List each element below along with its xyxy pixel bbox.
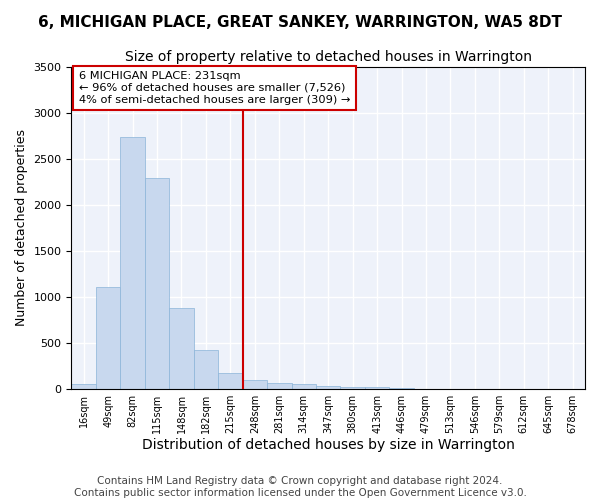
- Bar: [340, 387, 365, 388]
- Bar: [71, 384, 96, 388]
- Bar: [242, 380, 267, 388]
- Bar: [267, 383, 292, 388]
- Bar: [292, 384, 316, 388]
- Bar: [145, 178, 169, 388]
- Text: Contains HM Land Registry data © Crown copyright and database right 2024.
Contai: Contains HM Land Registry data © Crown c…: [74, 476, 526, 498]
- Bar: [365, 387, 389, 388]
- Bar: [121, 138, 145, 388]
- Y-axis label: Number of detached properties: Number of detached properties: [15, 129, 28, 326]
- X-axis label: Distribution of detached houses by size in Warrington: Distribution of detached houses by size …: [142, 438, 515, 452]
- Bar: [194, 350, 218, 389]
- Text: 6, MICHIGAN PLACE, GREAT SANKEY, WARRINGTON, WA5 8DT: 6, MICHIGAN PLACE, GREAT SANKEY, WARRING…: [38, 15, 562, 30]
- Bar: [218, 372, 242, 388]
- Text: 6 MICHIGAN PLACE: 231sqm
← 96% of detached houses are smaller (7,526)
4% of semi: 6 MICHIGAN PLACE: 231sqm ← 96% of detach…: [79, 72, 350, 104]
- Title: Size of property relative to detached houses in Warrington: Size of property relative to detached ho…: [125, 50, 532, 64]
- Bar: [96, 288, 121, 388]
- Bar: [169, 308, 194, 388]
- Bar: [316, 386, 340, 388]
